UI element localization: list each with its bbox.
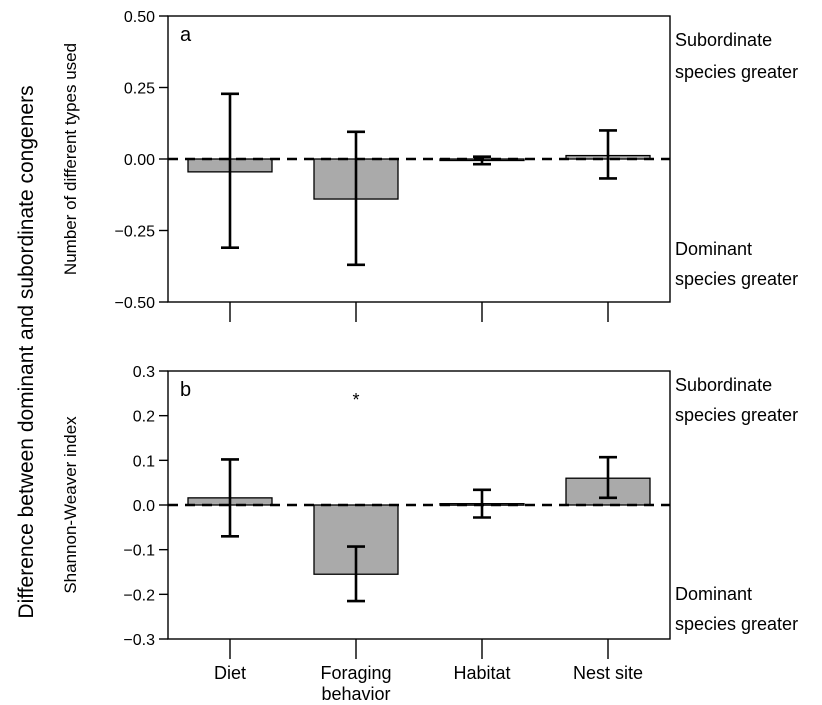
y-tick-label: 0.25 xyxy=(124,81,155,98)
category-labels: Diet Foraging behavior Habitat Nest site xyxy=(214,663,643,704)
side-label-top: species greater xyxy=(675,62,798,82)
x-category-label: Foraging behavior xyxy=(320,663,391,704)
y-tick-label: 0.2 xyxy=(133,409,155,426)
y-tick-label: 0.50 xyxy=(124,9,155,26)
side-label-bottom: Dominant xyxy=(675,239,752,259)
side-label-top: Subordinate xyxy=(675,375,772,395)
side-label-top: Subordinate xyxy=(675,30,772,50)
plot-frame xyxy=(167,370,671,640)
y-tick-label: −0.25 xyxy=(115,224,156,241)
x-category-label-line: Foraging xyxy=(320,663,391,683)
plot-frame xyxy=(167,15,671,303)
side-label-bottom: Dominant xyxy=(675,584,752,604)
x-category-label: Nest site xyxy=(573,663,643,683)
y-tick-label: −0.1 xyxy=(123,543,155,560)
panel-letter: a xyxy=(180,24,192,46)
significance-asterisk: * xyxy=(352,390,359,410)
panel-a: Number of different types used 0.50 0.25 0.… xyxy=(61,9,798,322)
y-tick-label: −0.3 xyxy=(123,632,155,649)
y-tick-label: 0.3 xyxy=(133,364,155,381)
side-label-top: species greater xyxy=(675,405,798,425)
y-tick-label: 0.0 xyxy=(133,498,155,515)
y-tick-label: 0.1 xyxy=(133,453,155,470)
panel-letter: b xyxy=(180,379,191,401)
y-tick-label: −0.50 xyxy=(115,295,156,312)
side-label-bottom: species greater xyxy=(675,614,798,634)
side-label-bottom: species greater xyxy=(675,269,798,289)
x-category-label: Diet xyxy=(214,663,246,683)
panel-b: Shannon-Weaver index 0.3 0.2 0.1 0.0 −0.1 −0.2… xyxy=(61,364,798,659)
shared-y-axis-label-group: Difference between dominant and subordin… xyxy=(15,85,38,618)
panel-a-y-axis-label: Number of different types used xyxy=(61,43,80,275)
x-category-label-line: behavior xyxy=(321,684,390,704)
y-tick-label: −0.2 xyxy=(123,587,155,604)
shared-y-axis-label: Difference between dominant and subordin… xyxy=(15,85,38,618)
x-category-label: Habitat xyxy=(453,663,510,683)
y-tick-label: 0.00 xyxy=(124,152,155,169)
panel-b-y-axis-label: Shannon-Weaver index xyxy=(61,416,80,594)
